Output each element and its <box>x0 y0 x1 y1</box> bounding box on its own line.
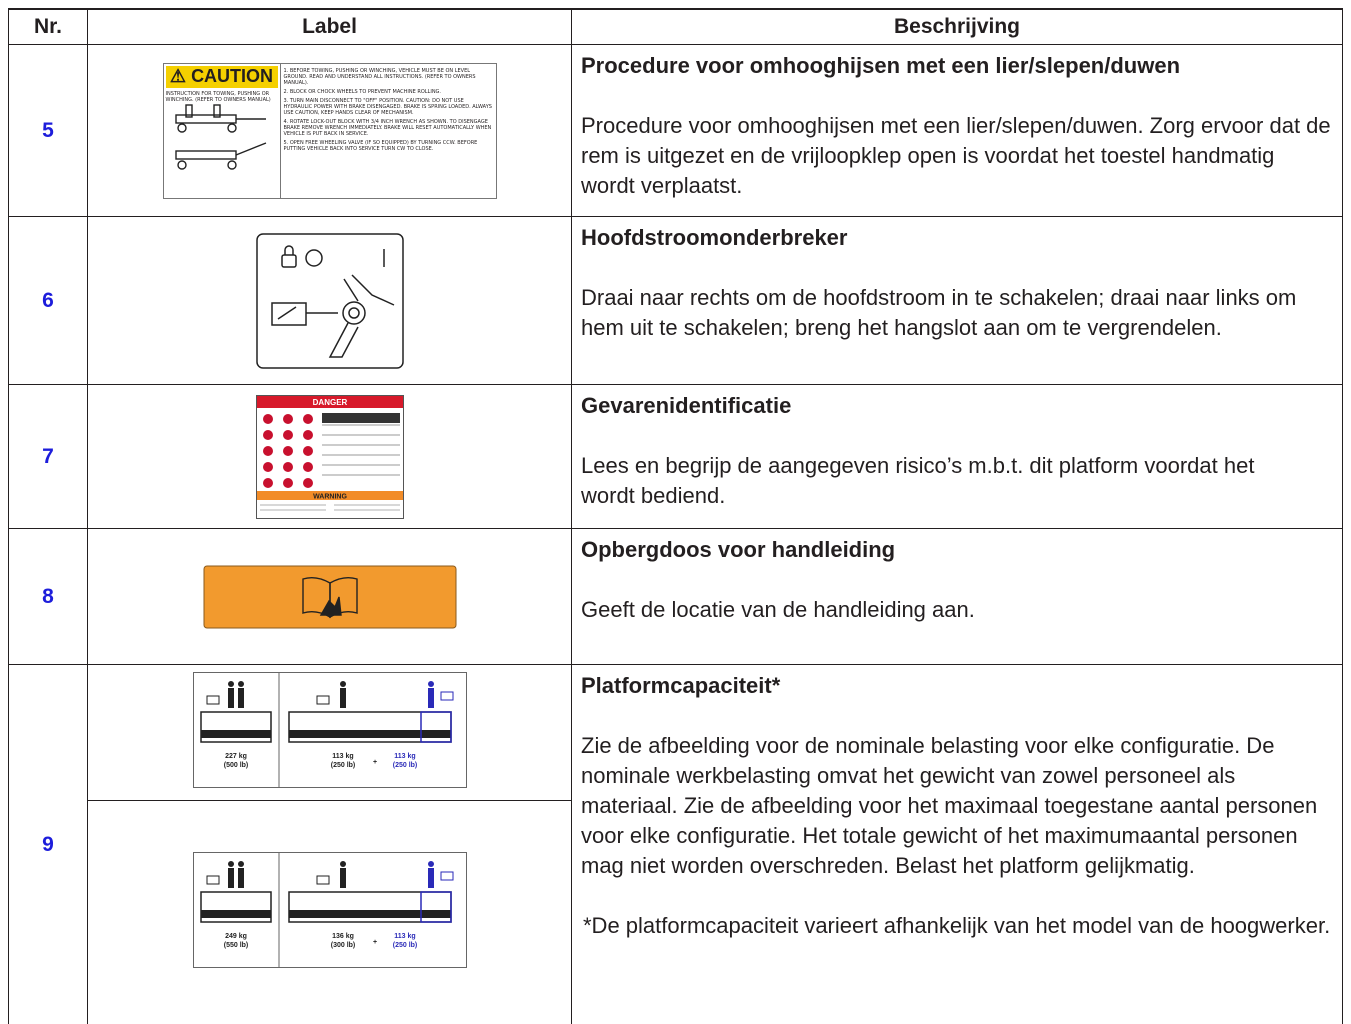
decal-drawing <box>174 103 266 170</box>
capacity-decal: 227 kg (500 lb) 113 kg (250 lb) +113 kg (250 … <box>192 672 467 793</box>
platform-floor <box>288 730 451 738</box>
decal-step: 1. BEFORE TOWING, PUSHING OR WINCHING, V… <box>283 67 476 86</box>
description-text: Procedure voor omhooghijsen met een lier… <box>581 113 1331 198</box>
caution-banner: ⚠ CAUTION <box>165 65 278 88</box>
person-head <box>227 681 234 687</box>
header-cell: Nr. <box>8 8 87 44</box>
description-title: Opbergdoos voor handleiding <box>581 537 896 562</box>
capacity-value: (500 lb) <box>223 762 248 769</box>
label-cell: DANGER WARNING <box>87 384 571 528</box>
label-cell: ⚠ CAUTION INSTRUCTION FOR TOWING, PUSHIN… <box>87 44 571 216</box>
person-body <box>339 868 346 888</box>
capacity-value: (250 lb) <box>392 762 417 769</box>
decal-left: ⚠ CAUTION INSTRUCTION FOR TOWING, PUSHIN… <box>164 63 281 198</box>
capacity-graphic: 227 kg (500 lb) 113 kg (250 lb) +113 kg (250 … <box>192 672 467 788</box>
person-body <box>427 868 434 888</box>
description-cell: Platformcapaciteit* Zie de afbeelding vo… <box>571 664 1343 1024</box>
row-number: 9 <box>8 664 87 1024</box>
person-head <box>427 861 434 867</box>
person-head <box>237 681 244 687</box>
row-number: 7 <box>8 384 87 528</box>
capacity-value: 136 kg <box>332 933 354 940</box>
capacity-decal: 249 kg (550 lb) 136 kg (300 lb) +113 kg (250 … <box>192 849 467 976</box>
description-text: Draai naar rechts om de hoofdstroom in t… <box>581 285 1297 340</box>
capacity-value: (250 lb) <box>392 942 417 949</box>
tool-box <box>316 695 329 705</box>
row-number: 6 <box>8 216 87 384</box>
platform-floor <box>200 730 271 738</box>
description-note: *De platformcapaciteit varieert afhankel… <box>583 913 1331 938</box>
plus-sign: + <box>372 759 376 766</box>
danger-word: DANGER <box>312 398 347 407</box>
description-cell: Hoofdstroomonderbreker Draai naar rechts… <box>571 216 1343 384</box>
tool-box <box>440 691 453 701</box>
capacity-value: (250 lb) <box>330 762 355 769</box>
platform-floor <box>200 910 271 918</box>
description-cell: Gevarenidentificatie Lees en begrijp de … <box>571 384 1343 528</box>
platform-extension <box>419 711 452 743</box>
label-cell: 249 kg (550 lb) 136 kg (300 lb) +113 kg (250 … <box>87 800 571 1024</box>
description-text: Geeft de locatie van de handleiding aan. <box>581 597 975 622</box>
capacity-value: (300 lb) <box>330 942 355 949</box>
label-cell <box>87 528 571 664</box>
person-head <box>427 681 434 687</box>
capacity-value: 113 kg <box>394 933 415 940</box>
description-cell: Procedure voor omhooghijsen met een lier… <box>571 44 1343 216</box>
main-switch-icon <box>255 232 404 369</box>
description-cell: Opbergdoos voor handleiding Geeft de loc… <box>571 528 1343 664</box>
person-body <box>227 688 234 708</box>
description-text: Zie de afbeelding voor de nominale belas… <box>581 733 1318 878</box>
person-head <box>339 681 346 687</box>
tool-box <box>316 875 329 885</box>
decal-step: 2. BLOCK OR CHOCK WHEELS TO PREVENT MACH… <box>283 88 442 95</box>
platform <box>199 891 272 923</box>
row-number: 8 <box>8 528 87 664</box>
person-head <box>227 861 234 867</box>
caution-word: CAUTION <box>191 66 274 86</box>
plus-sign: + <box>372 939 376 946</box>
label-cell: 227 kg (500 lb) 113 kg (250 lb) +113 kg (250 … <box>87 664 571 800</box>
capacity-value: 249 kg <box>225 933 247 940</box>
tool-box <box>206 875 219 885</box>
capacity-value: 113 kg <box>332 753 353 760</box>
decal-step: 5. OPEN FREE WHEELING VALVE (IF SO EQUIP… <box>283 139 478 152</box>
row-number: 5 <box>8 44 87 216</box>
manual-box-decal <box>203 565 456 628</box>
person-body <box>427 688 434 708</box>
description-title: Procedure voor omhooghijsen met een lier… <box>581 53 1181 78</box>
decal-steps: 1. BEFORE TOWING, PUSHING OR WINCHING, V… <box>281 64 496 198</box>
person-body <box>237 688 244 708</box>
description-title: Hoofdstroomonderbreker <box>581 225 848 250</box>
tool-box <box>440 871 453 881</box>
description-title: Gevarenidentificatie <box>581 393 792 418</box>
platform <box>199 711 272 743</box>
danger-decal: DANGER WARNING <box>255 394 404 519</box>
tool-box <box>206 695 219 705</box>
person-body <box>237 868 244 888</box>
person-body <box>227 868 234 888</box>
platform-extension <box>419 891 452 923</box>
capacity-value: 227 kg <box>225 753 247 760</box>
label-cell <box>87 216 571 384</box>
platform-floor <box>288 910 451 918</box>
warning-word: WARNING <box>313 493 347 500</box>
person-body <box>339 688 346 708</box>
decal-step: 4. ROTATE LOCK-OUT BLOCK WITH 3/4 INCH W… <box>283 118 492 137</box>
person-head <box>339 861 346 867</box>
decal-step: 3. TURN MAIN DISCONNECT TO "OFF" POSITIO… <box>283 97 492 116</box>
decal-intro: INSTRUCTION FOR TOWING, PUSHING OR WINCH… <box>165 90 271 103</box>
description-text: Lees en begrijp de aangegeven risico’s m… <box>581 453 1255 508</box>
caution-decal: ⚠ CAUTION INSTRUCTION FOR TOWING, PUSHIN… <box>162 62 497 199</box>
capacity-graphic: 249 kg (550 lb) 136 kg (300 lb) +113 kg (250 … <box>192 852 467 968</box>
capacity-value: (550 lb) <box>223 942 248 949</box>
description-title: Platformcapaciteit* <box>581 673 781 698</box>
person-head <box>237 861 244 867</box>
header-cell: Beschrijving <box>571 8 1343 44</box>
capacity-value: 113 kg <box>394 753 415 760</box>
header-cell: Label <box>87 8 571 44</box>
